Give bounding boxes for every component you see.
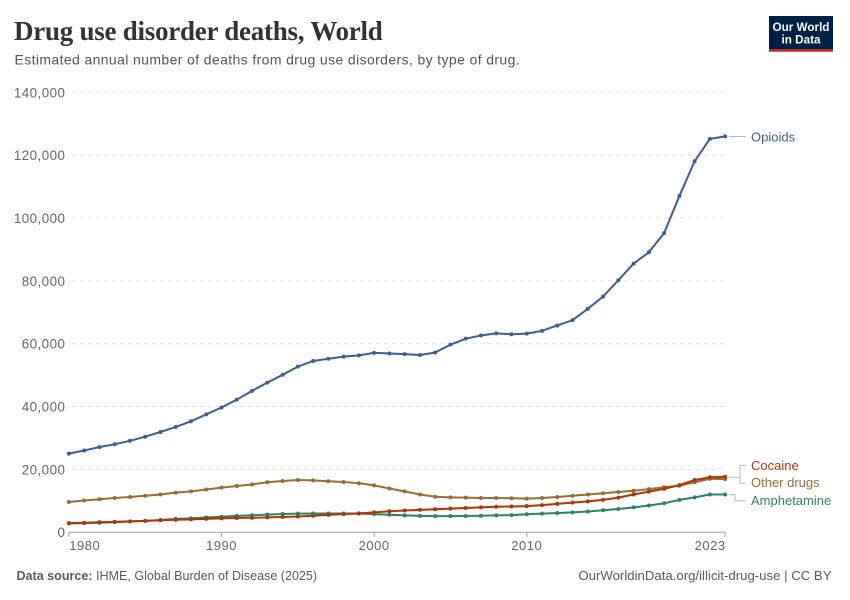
svg-text:Other drugs: Other drugs xyxy=(751,475,820,490)
svg-text:Estimated annual number of dea: Estimated annual number of deaths from d… xyxy=(15,52,521,68)
svg-text:Opioids: Opioids xyxy=(751,130,796,145)
svg-text:2010: 2010 xyxy=(511,538,542,553)
svg-text:80,000: 80,000 xyxy=(22,274,66,289)
svg-text:OurWorldinData.org/illicit-dru: OurWorldinData.org/illicit-drug-use | CC… xyxy=(578,568,831,583)
svg-text:Data source: IHME, Global Burd: Data source: IHME, Global Burden of Dise… xyxy=(17,569,318,583)
svg-text:2023: 2023 xyxy=(695,538,726,553)
svg-text:Our World: Our World xyxy=(773,21,830,34)
svg-text:Cocaine: Cocaine xyxy=(751,458,799,473)
svg-text:140,000: 140,000 xyxy=(14,85,66,100)
svg-text:Drug use disorder deaths, Worl: Drug use disorder deaths, World xyxy=(14,16,383,46)
svg-text:0: 0 xyxy=(57,525,65,540)
svg-text:40,000: 40,000 xyxy=(22,399,66,414)
svg-text:Amphetamine: Amphetamine xyxy=(751,493,831,508)
svg-text:1990: 1990 xyxy=(206,538,237,553)
svg-text:100,000: 100,000 xyxy=(14,211,66,226)
svg-text:2000: 2000 xyxy=(359,538,390,553)
svg-text:120,000: 120,000 xyxy=(14,148,66,163)
svg-text:60,000: 60,000 xyxy=(22,337,66,352)
svg-text:20,000: 20,000 xyxy=(22,462,66,477)
svg-text:in Data: in Data xyxy=(782,33,821,46)
svg-text:1980: 1980 xyxy=(69,538,100,553)
